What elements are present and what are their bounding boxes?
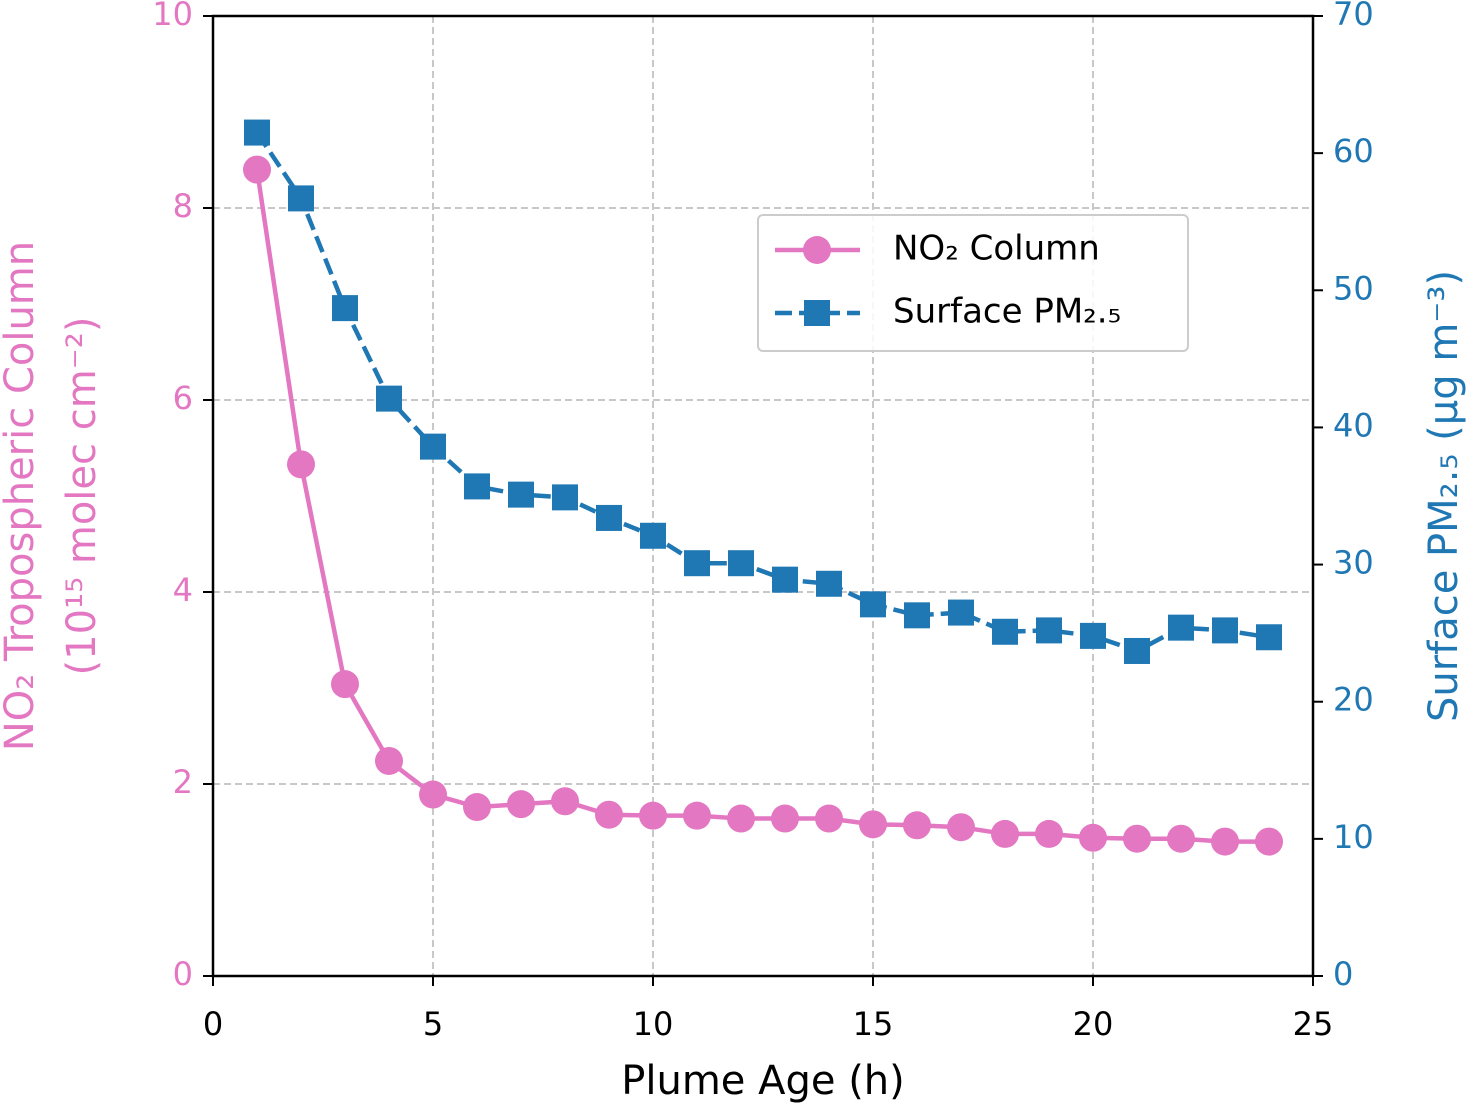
series-line [255, 131, 1270, 654]
data-point [288, 185, 314, 212]
data-point [244, 119, 270, 146]
data-point [1123, 824, 1151, 853]
data-point [1212, 617, 1238, 644]
data-point [640, 522, 666, 549]
data-point [1167, 824, 1195, 853]
data-point [464, 473, 490, 500]
data-point [728, 550, 754, 577]
data-point [1079, 823, 1107, 852]
x-tick-label: 0 [203, 1005, 223, 1043]
y-tick-label: 8 [173, 187, 193, 225]
y2-tick-label: 60 [1333, 132, 1374, 170]
y2-axis-label: Surface PM₂.₅ (μg m⁻³) [1421, 270, 1467, 722]
data-point [375, 746, 403, 775]
y2-tick-label: 0 [1333, 955, 1353, 993]
legend-marker [803, 236, 831, 264]
y-tick-label: 4 [173, 571, 193, 609]
data-point [816, 570, 842, 597]
y2-tick-label: 40 [1333, 406, 1374, 444]
data-point [376, 385, 402, 412]
x-tick-label: 25 [1293, 1005, 1334, 1043]
y-tick-label: 6 [173, 379, 193, 417]
data-point [507, 790, 535, 819]
y-tick-label: 0 [173, 955, 193, 993]
data-point [551, 787, 579, 816]
data-point [332, 295, 358, 322]
y-tick-label: 2 [173, 763, 193, 801]
data-point [595, 800, 623, 829]
data-point [552, 484, 578, 511]
data-point [992, 618, 1018, 645]
y2-tick-label: 10 [1333, 818, 1374, 856]
y2-tick-label: 50 [1333, 269, 1374, 307]
x-tick-label: 20 [1073, 1005, 1114, 1043]
y-tick-label: 10 [152, 0, 193, 33]
data-point [1124, 637, 1150, 664]
data-point [1035, 819, 1063, 848]
data-point [1168, 614, 1194, 641]
legend-marker [804, 300, 830, 326]
data-point [727, 804, 755, 833]
data-point [1255, 827, 1283, 856]
data-point [947, 813, 975, 842]
data-point [683, 801, 711, 830]
x-tick-label: 5 [423, 1005, 443, 1043]
y-axis-label: (10¹⁵ molec cm⁻²) [59, 317, 105, 676]
y-axis-label: NO₂ Tropospheric Column [0, 241, 43, 751]
x-tick-label: 15 [853, 1005, 894, 1043]
data-point [860, 591, 886, 618]
data-point [508, 481, 534, 508]
data-point [287, 450, 315, 479]
legend-box [757, 214, 1189, 352]
data-point [419, 780, 447, 809]
y2-tick-label: 20 [1333, 681, 1374, 719]
data-point [243, 155, 271, 184]
data-point [1036, 617, 1062, 644]
data-point [639, 801, 667, 830]
data-point [815, 804, 843, 833]
data-point [1080, 622, 1106, 649]
plot-frame [211, 14, 1315, 978]
data-point [420, 433, 446, 460]
y2-tick-label: 30 [1333, 544, 1374, 582]
data-point [948, 599, 974, 626]
legend-label: NO₂ Column [893, 229, 1100, 269]
x-axis-label: Plume Age (h) [621, 1058, 905, 1104]
data-point [463, 793, 491, 822]
x-tick-label: 10 [633, 1005, 674, 1043]
data-point [903, 811, 931, 840]
data-point [596, 504, 622, 531]
data-point [859, 810, 887, 839]
data-point [991, 819, 1019, 848]
data-point [684, 550, 710, 577]
data-point [1211, 827, 1239, 856]
y2-tick-label: 70 [1333, 0, 1374, 33]
legend-label: Surface PM₂.₅ [893, 292, 1121, 332]
data-point [771, 804, 799, 833]
data-point [331, 670, 359, 699]
data-point [1256, 624, 1282, 651]
data-point [772, 566, 798, 593]
data-point [904, 602, 930, 629]
